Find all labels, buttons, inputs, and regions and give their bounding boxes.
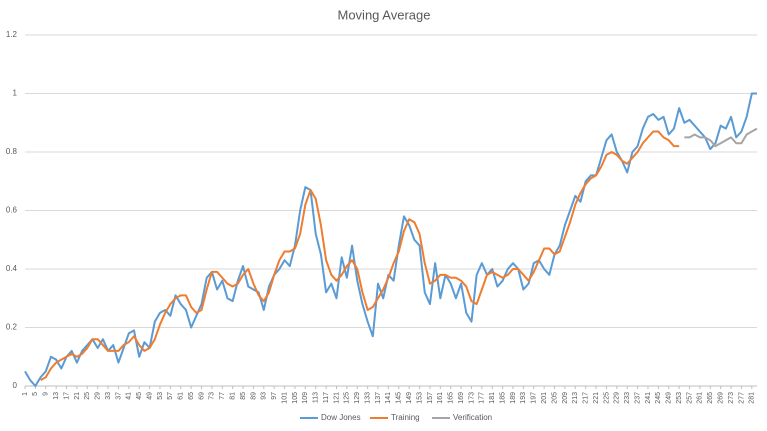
x-tick-label: 281 <box>749 392 756 404</box>
x-tick-label: 149 <box>406 392 413 404</box>
x-tick-label: 113 <box>313 392 320 403</box>
legend-label: Training <box>391 413 420 422</box>
x-tick-label: 65 <box>188 392 195 400</box>
x-tick-label: 117 <box>323 392 330 403</box>
x-tick-label: 193 <box>520 392 527 404</box>
x-tick-label: 13 <box>53 392 60 400</box>
y-tick-label: 0.4 <box>6 264 18 273</box>
x-tick-label: 177 <box>479 392 486 404</box>
y-tick-label: 1 <box>13 89 18 98</box>
x-tick-label: 93 <box>261 392 268 400</box>
x-tick-label: 17 <box>63 392 70 400</box>
y-tick-label: 0.8 <box>6 147 18 156</box>
x-tick-label: 209 <box>562 392 569 404</box>
x-tick-label: 237 <box>634 392 641 404</box>
x-tick-label: 245 <box>655 392 662 404</box>
x-tick-label: 189 <box>510 392 517 404</box>
x-tick-label: 261 <box>697 392 704 404</box>
x-tick-label: 157 <box>427 392 434 404</box>
x-tick-label: 49 <box>146 392 153 400</box>
x-tick-label: 249 <box>666 392 673 404</box>
y-tick-label: 0.2 <box>6 323 18 332</box>
x-tick-label: 161 <box>437 392 444 404</box>
x-tick-label: 37 <box>115 392 122 400</box>
x-tick-label: 105 <box>292 392 299 404</box>
x-tick-label: 125 <box>344 392 351 404</box>
x-tick-label: 225 <box>603 392 610 404</box>
x-tick-label: 217 <box>583 392 590 404</box>
series-line <box>40 130 680 382</box>
x-tick-label: 45 <box>136 392 143 400</box>
x-tick-label: 277 <box>738 392 745 404</box>
x-tick-label: 213 <box>572 392 579 404</box>
x-tick-label: 153 <box>416 392 423 404</box>
x-tick-label: 57 <box>167 392 174 400</box>
x-tick-label: 81 <box>230 392 237 400</box>
x-tick-label: 121 <box>333 392 340 404</box>
x-tick-label: 129 <box>354 392 361 404</box>
y-tick-label: 0.6 <box>6 206 18 215</box>
x-tick-label: 253 <box>676 392 683 404</box>
x-tick-label: 229 <box>614 392 621 404</box>
y-tick-label: 1.2 <box>6 30 18 39</box>
x-tick-label: 165 <box>448 392 455 404</box>
x-tick-label: 77 <box>219 392 226 400</box>
legend-label: Dow Jones <box>321 413 361 422</box>
x-tick-label: 97 <box>271 392 278 400</box>
x-tick-label: 221 <box>593 392 600 404</box>
x-tick-label: 25 <box>84 392 91 400</box>
x-tick-label: 109 <box>302 392 309 404</box>
x-tick-label: 141 <box>385 392 392 404</box>
x-tick-label: 205 <box>551 392 558 404</box>
x-tick-label: 265 <box>707 392 714 404</box>
x-tick-label: 145 <box>396 392 403 404</box>
y-tick-label: 0 <box>13 381 18 390</box>
x-tick-label: 21 <box>74 392 81 400</box>
x-tick-label: 181 <box>489 392 496 404</box>
x-tick-label: 53 <box>157 392 164 400</box>
x-tick-label: 41 <box>126 392 133 400</box>
legend-label: Verification <box>453 413 492 422</box>
series-line <box>24 92 757 387</box>
x-tick-label: 61 <box>178 392 185 400</box>
x-tick-label: 269 <box>718 392 725 404</box>
x-tick-label: 197 <box>531 392 538 404</box>
x-tick-label: 89 <box>250 392 257 400</box>
x-tick-label: 69 <box>198 392 205 400</box>
x-tick-label: 137 <box>375 392 382 404</box>
x-tick-label: 1 <box>22 392 29 396</box>
x-tick-label: 133 <box>364 392 371 404</box>
x-tick-label: 169 <box>458 392 465 404</box>
x-tick-label: 241 <box>645 392 652 404</box>
x-tick-label: 101 <box>281 392 288 404</box>
x-tick-label: 29 <box>95 392 102 400</box>
x-tick-label: 201 <box>541 392 548 404</box>
x-tick-label: 233 <box>624 392 631 404</box>
x-tick-label: 9 <box>43 392 50 396</box>
x-tick-label: 73 <box>209 392 216 400</box>
x-tick-label: 185 <box>499 392 506 404</box>
x-tick-label: 85 <box>240 392 247 400</box>
x-tick-label: 33 <box>105 392 112 400</box>
x-tick-label: 5 <box>32 392 39 396</box>
x-tick-label: 257 <box>686 392 693 404</box>
series-line <box>684 127 758 148</box>
x-tick-label: 273 <box>728 392 735 404</box>
x-tick-label: 173 <box>468 392 475 404</box>
chart-title: Moving Average <box>338 7 431 22</box>
